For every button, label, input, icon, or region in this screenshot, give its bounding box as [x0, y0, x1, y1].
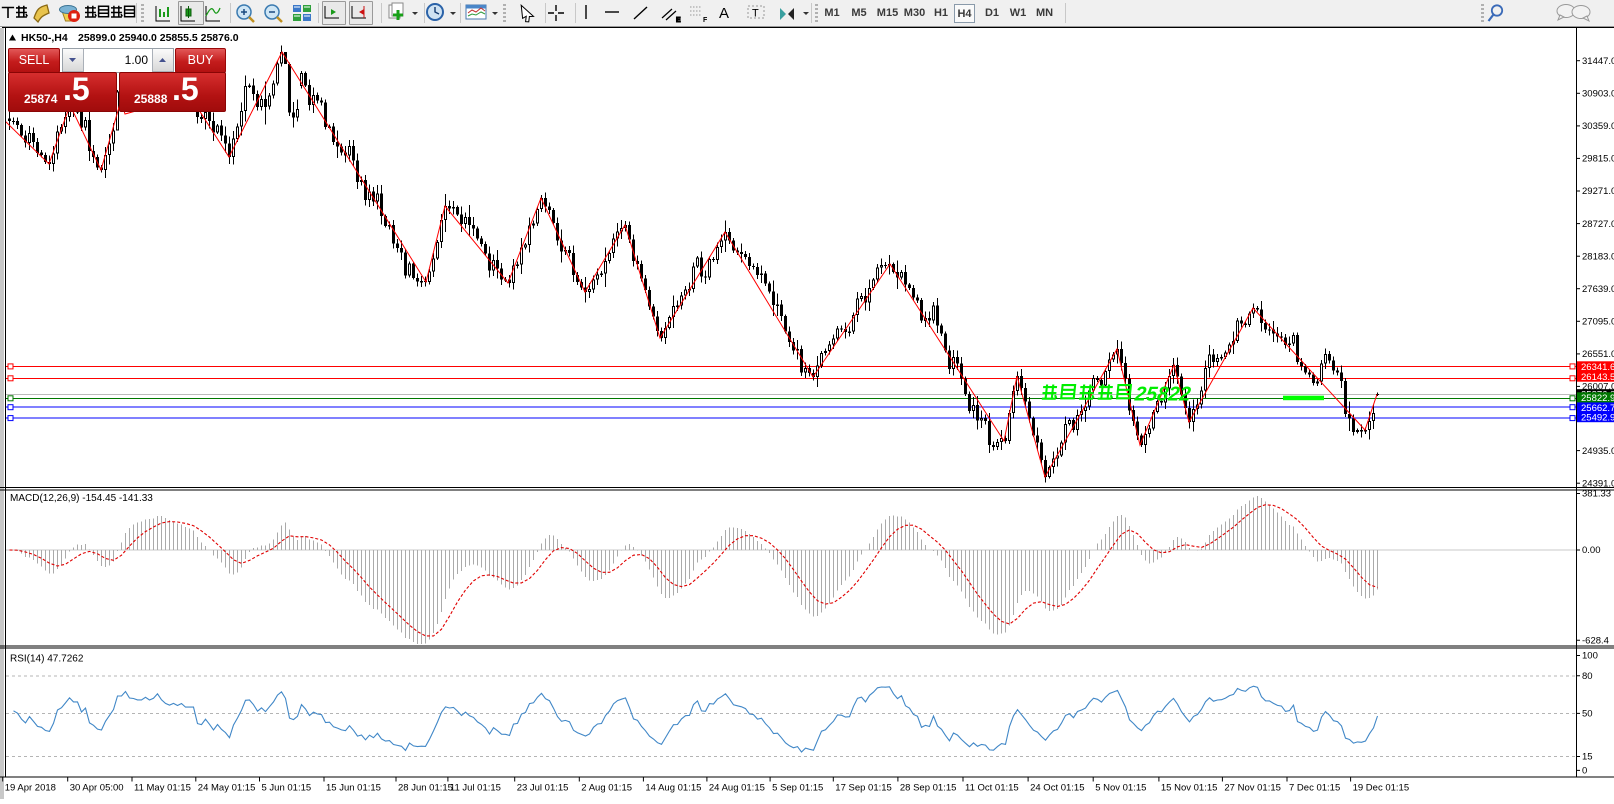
svg-text:MACD(12,26,9) -154.45 -141.33: MACD(12,26,9) -154.45 -141.33	[10, 493, 153, 504]
svg-text:381.33: 381.33	[1582, 489, 1611, 500]
svg-text:27095.0: 27095.0	[1582, 317, 1614, 328]
svg-text:24935.0: 24935.0	[1582, 446, 1614, 457]
svg-text:0: 0	[1582, 766, 1587, 777]
svg-text:24 Oct 01:15: 24 Oct 01:15	[1030, 783, 1084, 794]
svg-text:7 Dec 01:15: 7 Dec 01:15	[1289, 783, 1340, 794]
svg-text:23 Jul 01:15: 23 Jul 01:15	[517, 783, 569, 794]
svg-text:80: 80	[1582, 671, 1593, 682]
svg-text:28 Jun 01:15: 28 Jun 01:15	[398, 783, 453, 794]
svg-text:11 Jul 01:15: 11 Jul 01:15	[450, 783, 501, 794]
svg-text:27639.0: 27639.0	[1582, 284, 1614, 295]
svg-text:25492.9: 25492.9	[1581, 413, 1614, 424]
svg-text:HK50-,H4: HK50-,H4	[21, 32, 68, 44]
svg-text:26551.0: 26551.0	[1582, 349, 1614, 360]
svg-text:26341.6: 26341.6	[1581, 362, 1614, 373]
svg-text:A: A	[719, 5, 729, 22]
svg-text:24 May 01:15: 24 May 01:15	[198, 783, 256, 794]
svg-text:28 Sep 01:15: 28 Sep 01:15	[900, 783, 957, 794]
svg-text:30 Apr 05:00: 30 Apr 05:00	[70, 783, 124, 794]
svg-text:25662.7: 25662.7	[1581, 403, 1614, 414]
svg-text:30359.0: 30359.0	[1582, 121, 1614, 132]
svg-text:E: E	[676, 17, 681, 24]
svg-text:0.00: 0.00	[1582, 545, 1601, 556]
svg-text:29271.0: 29271.0	[1582, 186, 1614, 197]
svg-text:17 Sep 01:15: 17 Sep 01:15	[835, 783, 892, 794]
svg-text:100: 100	[1582, 651, 1598, 662]
svg-text:27 Nov 01:15: 27 Nov 01:15	[1224, 783, 1281, 794]
svg-text:2 Aug 01:15: 2 Aug 01:15	[581, 783, 632, 794]
svg-text:-628.4: -628.4	[1582, 636, 1609, 647]
svg-text:29815.0: 29815.0	[1582, 154, 1614, 165]
svg-text:11 May 01:15: 11 May 01:15	[134, 783, 191, 794]
svg-text:19 Dec 01:15: 19 Dec 01:15	[1353, 783, 1410, 794]
svg-text:25822: 25822	[1133, 384, 1192, 406]
svg-text:26143.5: 26143.5	[1581, 372, 1614, 383]
svg-text:24 Aug 01:15: 24 Aug 01:15	[709, 783, 765, 794]
svg-text:25899.0 25940.0 25855.5 25876.: 25899.0 25940.0 25855.5 25876.0	[78, 32, 239, 44]
svg-text:5 Jun 01:15: 5 Jun 01:15	[262, 783, 312, 794]
svg-text:19 Apr 2018: 19 Apr 2018	[5, 783, 56, 794]
svg-text:15 Nov 01:15: 15 Nov 01:15	[1161, 783, 1218, 794]
svg-text:RSI(14) 47.7262: RSI(14) 47.7262	[10, 654, 84, 665]
svg-text:26007.0: 26007.0	[1582, 382, 1614, 393]
svg-text:F: F	[703, 17, 708, 24]
svg-text:11 Oct 01:15: 11 Oct 01:15	[965, 783, 1019, 794]
svg-text:15: 15	[1582, 752, 1593, 763]
svg-text:5 Nov 01:15: 5 Nov 01:15	[1095, 783, 1146, 794]
svg-text:5 Sep 01:15: 5 Sep 01:15	[772, 783, 823, 794]
svg-text:50: 50	[1582, 709, 1593, 720]
svg-text:14 Aug 01:15: 14 Aug 01:15	[645, 783, 701, 794]
svg-text:28727.0: 28727.0	[1582, 219, 1614, 230]
svg-text:25822.9: 25822.9	[1581, 393, 1614, 404]
svg-text:30903.0: 30903.0	[1582, 89, 1614, 100]
svg-text:T: T	[752, 8, 759, 20]
svg-text:31447.0: 31447.0	[1582, 56, 1614, 67]
svg-text:24391.0: 24391.0	[1582, 478, 1614, 489]
svg-text:15 Jun 01:15: 15 Jun 01:15	[326, 783, 381, 794]
svg-text:28183.0: 28183.0	[1582, 251, 1614, 262]
